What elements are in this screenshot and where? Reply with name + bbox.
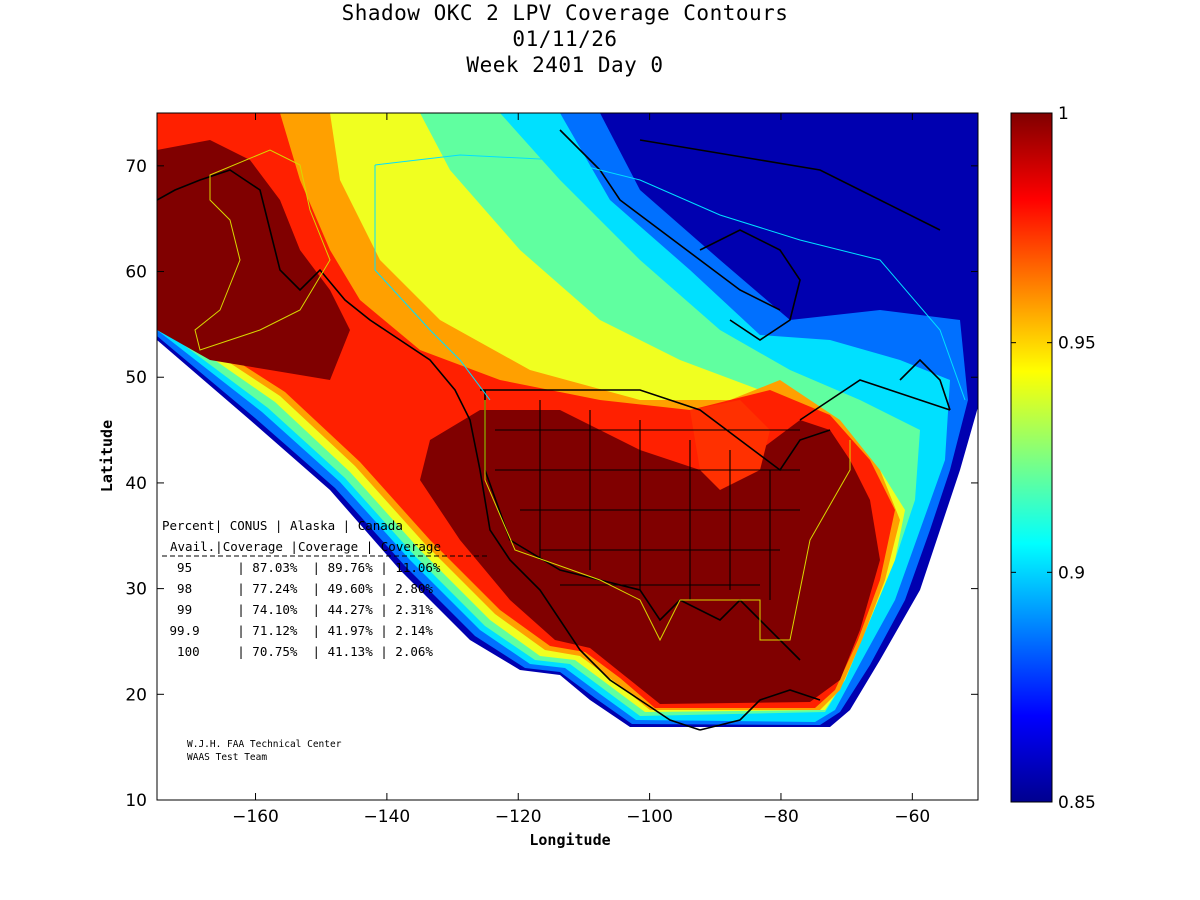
y-tick-label: 20	[125, 685, 147, 705]
colorbar	[1010, 112, 1053, 803]
table-header-row-2: Avail.|Coverage |Coverage | Coverage	[170, 539, 441, 554]
table-row: 99.9 | 71.12% | 41.97% | 2.14%	[162, 623, 433, 638]
y-tick-label: 30	[125, 580, 147, 600]
chart-title-line-2: 01/11/26	[512, 27, 618, 51]
chart-title-line-3: Week 2401 Day 0	[466, 53, 664, 77]
credit-line-2: WAAS Test Team	[187, 752, 267, 763]
colorbar-tick-label: 1	[1058, 104, 1069, 124]
table-header-row-1: Percent| CONUS | Alaska | Canada	[162, 518, 403, 533]
y-tick-label: 40	[125, 474, 147, 494]
plot-frame	[156, 112, 979, 801]
x-tick-label: −60	[894, 807, 930, 827]
state-boundaries	[495, 400, 800, 600]
y-tick-label: 10	[125, 791, 147, 811]
x-axis: −160 −140 −120 −100 −80 −60	[232, 113, 930, 827]
table-row: 98 | 77.24% | 49.60% | 2.80%	[162, 581, 433, 596]
y-axis-label: Latitude	[98, 420, 116, 492]
x-tick-label: −140	[364, 807, 411, 827]
x-tick-label: −100	[626, 807, 673, 827]
chart-title-line-1: Shadow OKC 2 LPV Coverage Contours	[341, 1, 789, 25]
table-row: 95 | 87.03% | 89.76% | 11.06%	[162, 560, 441, 575]
contour-100	[157, 140, 880, 704]
region-outlines	[194, 149, 966, 642]
y-tick-label: 60	[125, 263, 147, 283]
colorbar-tick-label: 0.95	[1058, 334, 1096, 354]
colorbar-tick-label: 0.85	[1058, 793, 1096, 813]
contour-great-lakes	[690, 400, 770, 490]
table-row: 99 | 74.10% | 44.27% | 2.31%	[162, 602, 433, 617]
colorbar-ticks: 0.85 0.9 0.95 1	[1011, 104, 1096, 813]
x-tick-label: −80	[763, 807, 799, 827]
x-axis-label: Longitude	[529, 831, 610, 849]
y-axis: 10 20 30 40 50 60 70	[125, 157, 978, 811]
coverage-contours	[157, 113, 978, 727]
colorbar-tick-label: 0.9	[1058, 563, 1085, 583]
y-tick-label: 70	[125, 157, 147, 177]
x-tick-label: −120	[495, 807, 542, 827]
coverage-table: Percent| CONUS | Alaska | Canada Avail.|…	[162, 518, 490, 659]
credit-line-1: W.J.H. FAA Technical Center	[187, 739, 342, 750]
table-row: 100 | 70.75% | 41.13% | 2.06%	[162, 644, 433, 659]
y-tick-label: 50	[125, 368, 147, 388]
x-tick-label: −160	[232, 807, 279, 827]
